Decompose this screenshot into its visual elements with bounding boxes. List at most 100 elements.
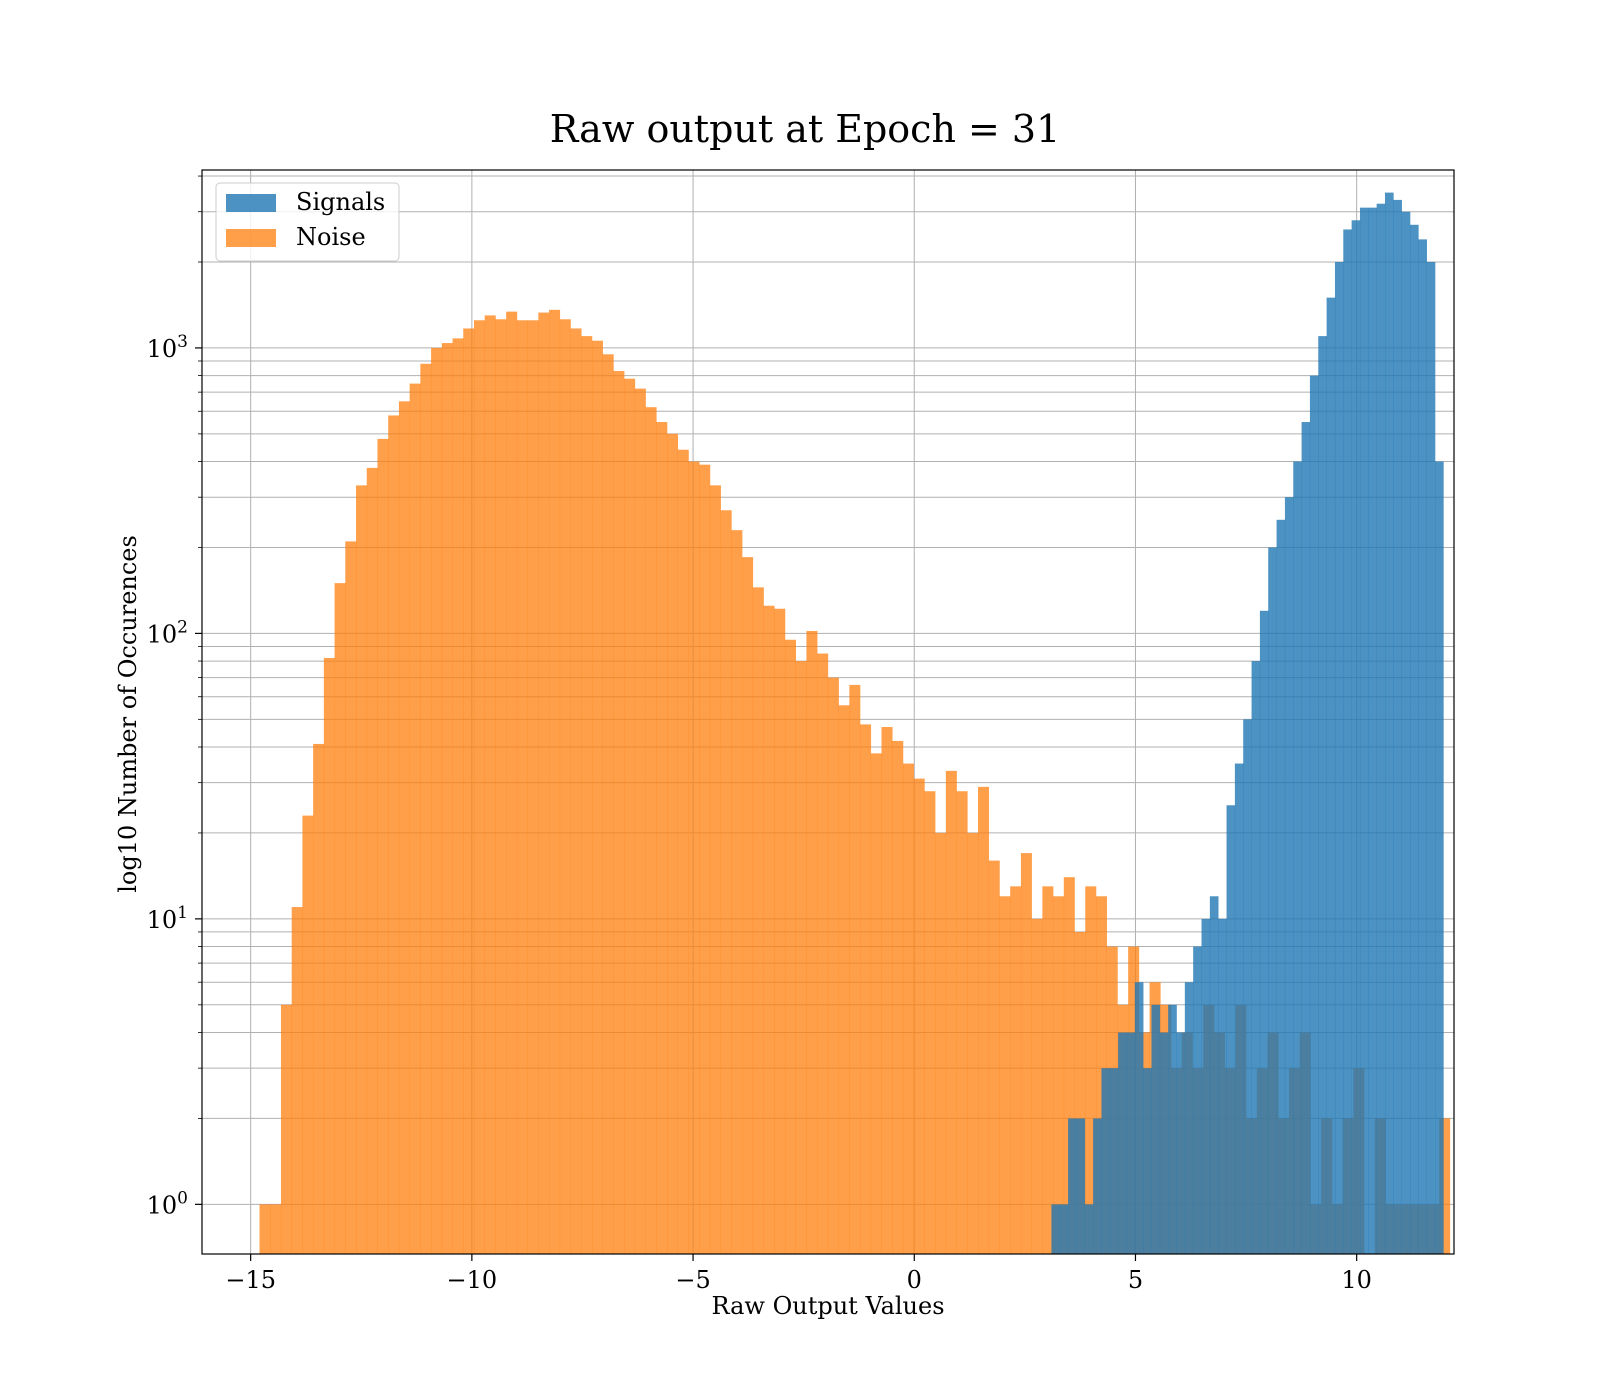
histogram-bar <box>731 530 743 1254</box>
histogram-bar <box>1293 461 1302 1255</box>
histogram-bar <box>677 449 689 1254</box>
histogram-bar <box>313 743 325 1254</box>
histogram-bar <box>667 433 679 1254</box>
histogram-bar <box>1193 946 1202 1254</box>
histogram-bar <box>1343 229 1352 1255</box>
histogram-bar <box>1093 1118 1102 1254</box>
histogram-bar <box>1020 853 1032 1254</box>
legend-swatch-signals <box>226 194 276 212</box>
histogram-bar <box>1042 886 1054 1254</box>
histogram-bar <box>1126 1032 1136 1254</box>
histogram-bar <box>527 320 539 1254</box>
y-tick-label: 102 <box>147 617 188 648</box>
histogram-bar <box>634 388 646 1255</box>
histogram-bar <box>795 661 807 1254</box>
histogram-bar <box>870 753 882 1254</box>
x-tick-label: 5 <box>1128 1266 1143 1294</box>
histogram-bar <box>1318 336 1327 1254</box>
histogram-bar <box>1435 461 1444 1255</box>
histogram-bar <box>1209 896 1219 1254</box>
histogram-bar <box>720 510 732 1254</box>
histogram-bar <box>1010 886 1022 1254</box>
x-tick-label: −15 <box>225 1266 276 1294</box>
histogram-bar <box>1334 261 1344 1254</box>
chart-title: Raw output at Epoch = 31 <box>550 107 1061 151</box>
histogram-bar <box>388 415 400 1254</box>
histogram-bar <box>495 319 507 1254</box>
histogram-bar <box>988 860 1000 1254</box>
histogram-bar <box>999 896 1011 1254</box>
histogram-bar <box>1068 1118 1077 1254</box>
histogram-bar <box>559 319 571 1254</box>
histogram-bar <box>1251 661 1261 1254</box>
histogram-bar <box>924 791 936 1254</box>
histogram-bar <box>1359 207 1369 1255</box>
histogram-bar <box>409 383 421 1254</box>
histogram-bar <box>699 464 711 1255</box>
histogram-bar <box>398 401 410 1254</box>
x-axis-label: Raw Output Values <box>711 1292 944 1320</box>
histogram-bar <box>902 763 914 1254</box>
histogram-bar <box>463 328 475 1254</box>
y-tick-label: 103 <box>147 332 188 363</box>
x-tick-label: −10 <box>447 1266 498 1294</box>
y-tick-label: 100 <box>147 1188 188 1219</box>
histogram-bar <box>1101 1068 1111 1254</box>
histogram-bar <box>1051 1204 1061 1254</box>
histogram-bar <box>1201 918 1211 1254</box>
histogram-bar <box>549 309 561 1254</box>
histogram-bar <box>1376 203 1386 1254</box>
histogram-bar <box>645 407 657 1254</box>
histogram-bar <box>763 605 775 1254</box>
histogram-bar <box>742 557 754 1254</box>
histogram-bar <box>1401 211 1411 1255</box>
histogram-bar <box>431 347 443 1254</box>
histogram-bar <box>1234 763 1244 1254</box>
histogram-bar <box>1301 422 1311 1254</box>
histogram-bar <box>1076 1118 1086 1254</box>
histogram-bar <box>913 778 925 1254</box>
histogram-bar <box>259 1204 271 1254</box>
y-axis: 100 101 102 103 <box>147 175 202 1219</box>
x-tick-label: 0 <box>907 1266 922 1294</box>
legend-swatch-noise <box>226 229 276 247</box>
histogram-bar <box>849 684 861 1254</box>
histogram-bar <box>506 311 518 1254</box>
histogram-bar <box>613 371 625 1254</box>
histogram-bar <box>806 630 818 1254</box>
histogram-bar <box>784 639 797 1254</box>
x-tick-label: 10 <box>1341 1266 1372 1294</box>
series-noise <box>259 309 1451 1255</box>
histogram-bar <box>602 354 614 1254</box>
histogram-bar <box>881 727 893 1254</box>
histogram-bar <box>420 363 432 1254</box>
histogram-bar <box>1426 261 1436 1254</box>
series-signals <box>1051 192 1444 1255</box>
histogram-bar <box>1159 1032 1169 1254</box>
histogram-bar <box>935 832 947 1254</box>
histogram-bar <box>1053 896 1065 1254</box>
histogram-bar <box>570 328 582 1254</box>
histogram-bar <box>752 587 764 1254</box>
histogram-bar <box>1184 982 1194 1254</box>
histogram-bar <box>1176 1032 1186 1254</box>
plot-frame <box>201 169 1455 1255</box>
histogram-bar <box>1118 1032 1127 1254</box>
histogram-bar <box>1284 497 1294 1254</box>
histogram-bar <box>484 315 496 1255</box>
histogram-bar <box>817 653 829 1254</box>
histogram-bar <box>1218 918 1227 1254</box>
histogram-bar <box>978 786 990 1254</box>
histogram-bar <box>1418 239 1427 1254</box>
histogram-bar <box>945 770 957 1254</box>
histogram-bar <box>1410 224 1419 1255</box>
histogram-bar <box>1439 1118 1451 1254</box>
histogram-bar <box>1276 519 1286 1254</box>
histogram-bar <box>1268 547 1277 1254</box>
histogram-bar <box>345 541 357 1254</box>
histogram-bar <box>774 608 786 1254</box>
histogram-bar <box>1226 805 1236 1254</box>
histogram-bar <box>1243 719 1252 1254</box>
histogram-bar <box>709 485 721 1255</box>
